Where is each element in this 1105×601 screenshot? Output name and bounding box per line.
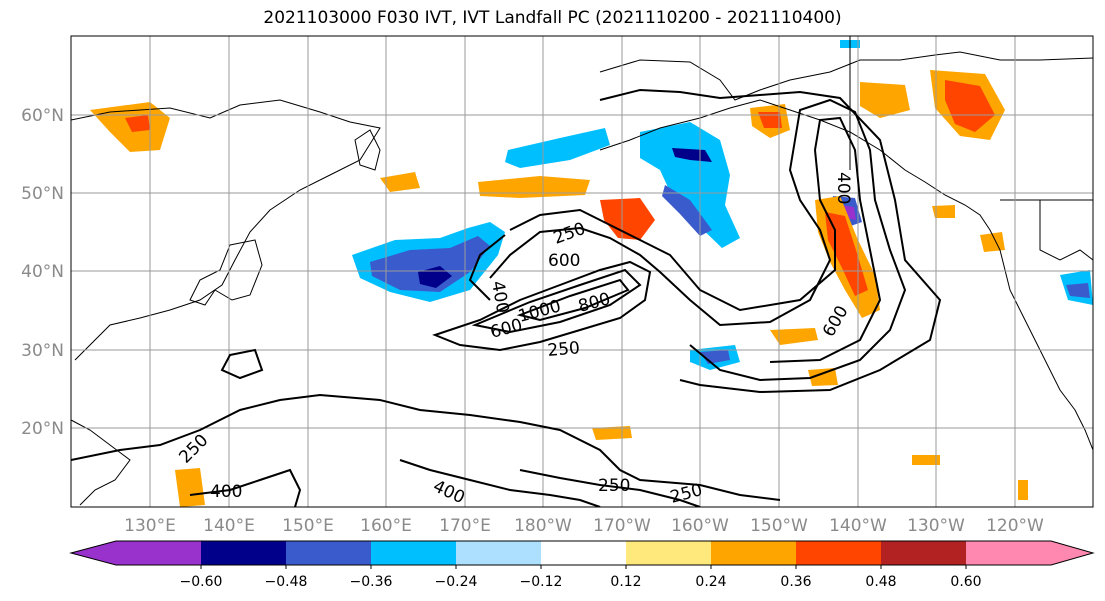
negative-anomaly-area [370,236,490,292]
lon-label: 150°W [750,516,808,536]
lon-label: 180°W [514,516,572,536]
lon-label: 160°W [671,516,729,536]
lon-label: 140°E [203,516,255,536]
negative-anomaly-area [1066,283,1090,298]
lon-label: 130°E [124,516,176,536]
colorbar-segment [456,541,541,565]
colorbar-min-extend [71,541,116,565]
coastlines [71,51,1093,506]
negative-anomaly-area [640,122,740,248]
colorbar-tick-label: −0.48 [265,574,308,590]
colorbar-tick-label: 0.36 [780,574,811,590]
lon-label: 130°W [907,516,965,536]
positive-anomaly-area [945,80,995,132]
colorbar-segment [881,541,966,565]
colorbar-segment [626,541,711,565]
gridlines [71,36,1093,507]
contour-label: 600 [548,251,580,271]
positive-anomaly-area [770,328,818,345]
positive-anomaly-area [600,198,655,240]
colorbar-segment [201,541,286,565]
colorbar-tick-label: 0.48 [865,574,896,590]
colorbar-outline [69,540,1095,566]
lon-label: 140°W [829,516,887,536]
lon-label: 160°E [360,516,412,536]
colorbar-segment [371,541,456,565]
positive-anomaly-area [125,115,150,132]
latitude-labels: 60°N 50°N 40°N 30°N 20°N [21,106,64,439]
positive-anomaly-area [912,455,940,465]
colorbar-tick-label: −0.60 [180,574,223,590]
lon-label: 170°W [593,516,651,536]
positive-anomaly-area [860,82,910,118]
colorbar-tick-label: −0.36 [350,574,393,590]
map-frame [70,35,1094,508]
lat-label: 50°N [21,184,64,204]
ivt-contours [71,88,942,507]
negative-anomaly-area [672,148,712,162]
positive-anomaly-area [175,468,205,507]
lon-label: 120°W [986,516,1044,536]
colorbar-segment [116,541,201,565]
colorbar-max-extend [1051,541,1093,565]
negative-anomaly-area [505,128,610,168]
colorbar-tick-label: −0.24 [435,574,478,590]
colorbar-segment [711,541,796,565]
colorbar-segment [796,541,881,565]
colorbar-tick-label: 0.12 [610,574,641,590]
lon-label: 170°E [439,516,491,536]
colorbar-tick-label: 0.24 [695,574,726,590]
colorbar-segment [966,541,1051,565]
colorbar-tick-label: 0.60 [950,574,981,590]
lat-label: 30°N [21,341,64,361]
lat-label: 60°N [21,106,64,126]
lon-label: 150°E [282,516,334,536]
contour-label: 400 [210,482,242,502]
lat-label: 20°N [21,419,64,439]
contour-label: 400 [833,172,853,204]
contour-label: 250 [547,338,581,361]
positive-anomaly-area [380,172,420,192]
positive-anomaly-area [932,205,955,218]
lat-label: 40°N [21,262,64,282]
colorbar-segment [286,541,371,565]
pc-shading [90,40,1093,507]
longitude-labels: 130°E 140°E 150°E 160°E 170°E 180°W 170°… [124,516,1044,536]
positive-anomaly-area [808,368,838,386]
map-title: 2021103000 F030 IVT, IVT Landfall PC (20… [263,8,842,28]
colorbar-tick-label: −0.12 [520,574,563,590]
contour-label: 250 [598,476,630,496]
colorbar-segment [541,541,626,565]
colorbar: −0.60 −0.48 −0.36 −0.24 −0.12 0.12 0.24 … [69,540,1095,590]
positive-anomaly-area [758,112,782,128]
positive-anomaly-area [1018,480,1028,500]
